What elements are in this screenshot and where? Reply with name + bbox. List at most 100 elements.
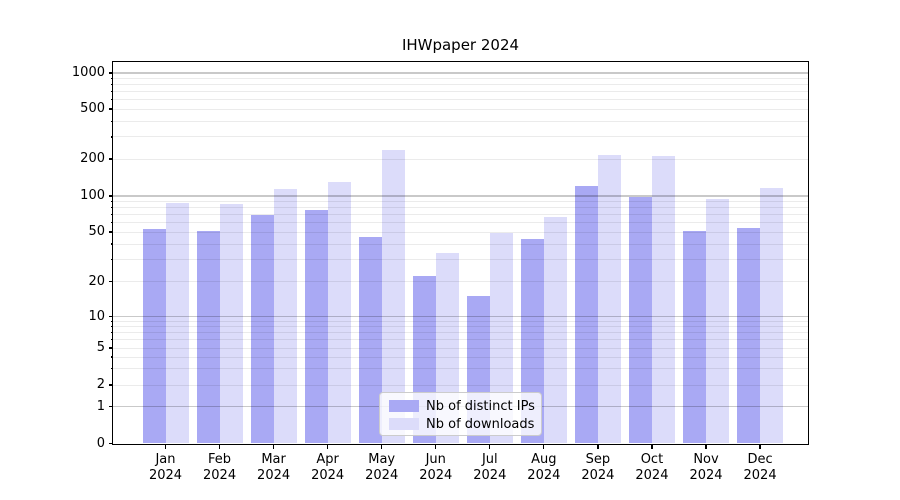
legend: Nb of distinct IPs Nb of downloads <box>379 392 542 436</box>
bar-nb-of-distinct-ips-sep <box>574 186 598 444</box>
y-gridline-minor <box>113 158 808 160</box>
y-tick-mark-minor <box>110 325 113 328</box>
bar-nb-of-downloads-jan <box>165 203 189 444</box>
x-tick-mark-aug <box>543 444 545 449</box>
legend-item-distinct-ips: Nb of distinct IPs <box>389 397 541 415</box>
y-tick-mark <box>108 442 113 445</box>
y-gridline-minor <box>113 214 808 216</box>
y-tick-label-0: 0 <box>96 435 105 451</box>
x-tick-label-aug: Aug 2024 <box>527 452 561 483</box>
y-tick-mark-minor <box>110 367 113 370</box>
y-tick-label-500: 500 <box>80 101 105 116</box>
y-tick-mark <box>108 108 113 110</box>
x-tick-label-sep: Sep 2024 <box>581 452 615 483</box>
y-tick-mark <box>108 384 113 386</box>
bar-nb-of-downloads-mar <box>273 189 297 444</box>
x-tick-mark-feb <box>218 444 221 449</box>
bar-nb-of-distinct-ips-dec <box>737 228 761 444</box>
legend-swatch-downloads-icon <box>389 417 419 431</box>
chart-title: IHWpaper 2024 <box>401 36 520 54</box>
y-tick-label-200: 200 <box>80 151 105 166</box>
x-tick-mark-nov <box>705 444 707 449</box>
y-tick-label-100: 100 <box>80 188 105 203</box>
bar-nb-of-downloads-aug <box>543 216 567 444</box>
y-tick-label-10: 10 <box>88 308 105 324</box>
y-tick-mark <box>108 315 113 318</box>
bar-nb-of-downloads-nov <box>706 199 729 444</box>
bar-nb-of-downloads-jul <box>489 233 513 444</box>
x-tick-label-jan: Jan 2024 <box>148 452 183 483</box>
y-tick-mark-minor <box>110 98 113 101</box>
x-tick-label-jul: Jul 2024 <box>473 452 507 483</box>
y-gridline-major <box>113 72 808 74</box>
bar-nb-of-downloads-apr <box>327 181 351 444</box>
y-gridline-minor <box>113 200 808 202</box>
y-tick-mark-minor <box>110 90 113 93</box>
x-tick-mark-jul <box>489 444 491 449</box>
x-tick-label-jun: Jun 2024 <box>419 452 453 483</box>
y-gridline-minor <box>113 136 808 138</box>
legend-label-downloads: Nb of downloads <box>426 416 535 432</box>
y-tick-mark-minor <box>110 213 113 216</box>
y-tick-mark <box>108 347 113 349</box>
y-tick-mark <box>108 280 113 283</box>
x-tick-label-apr: Apr 2024 <box>311 452 345 483</box>
x-tick-mark-may <box>381 444 383 449</box>
y-gridline-minor <box>113 120 808 122</box>
bar-nb-of-downloads-dec <box>760 188 784 444</box>
y-gridline-minor <box>113 108 808 110</box>
bar-nb-of-downloads-may <box>381 150 405 444</box>
y-tick-label-20: 20 <box>88 273 105 289</box>
y-tick-mark-minor <box>110 356 113 358</box>
x-tick-mark-oct <box>651 444 653 449</box>
bar-nb-of-distinct-ips-may <box>358 236 382 444</box>
bar-nb-of-distinct-ips-apr <box>304 210 328 444</box>
y-tick-mark <box>108 158 113 160</box>
legend-item-downloads: Nb of downloads <box>389 415 541 433</box>
y-tick-mark-minor <box>110 320 113 322</box>
y-tick-label-2: 2 <box>96 377 105 392</box>
bar-nb-of-downloads-feb <box>219 203 243 444</box>
x-tick-mark-jun <box>435 444 437 449</box>
y-tick-mark-minor <box>110 339 113 341</box>
bar-nb-of-distinct-ips-oct <box>628 196 652 444</box>
y-tick-mark-minor <box>110 120 113 122</box>
x-tick-mark-mar <box>272 444 275 449</box>
legend-swatch-distinct-ips-icon <box>389 399 419 413</box>
x-tick-label-dec: Dec 2024 <box>743 452 777 483</box>
x-tick-label-oct: Oct 2024 <box>635 452 669 483</box>
bar-nb-of-distinct-ips-feb <box>196 230 220 444</box>
y-tick-label-50: 50 <box>88 224 105 239</box>
y-tick-mark-minor <box>110 200 113 203</box>
y-gridline-minor <box>113 99 808 101</box>
y-tick-mark <box>108 405 113 408</box>
y-gridline-minor <box>113 222 808 224</box>
y-tick-label-1: 1 <box>96 398 105 414</box>
y-tick-mark-minor <box>110 206 113 209</box>
y-tick-mark <box>108 231 113 233</box>
y-tick-mark-minor <box>110 221 113 224</box>
bar-nb-of-distinct-ips-mar <box>250 214 274 444</box>
x-tick-mark-dec <box>759 444 761 449</box>
x-tick-mark-apr <box>327 444 329 449</box>
bar-nb-of-distinct-ips-jan <box>142 228 166 444</box>
x-tick-label-feb: Feb 2024 <box>203 452 237 483</box>
y-gridline-minor <box>113 91 808 93</box>
x-tick-label-mar: Mar 2024 <box>257 452 291 483</box>
x-tick-label-may: May 2024 <box>365 452 399 483</box>
y-tick-mark-minor <box>110 83 113 86</box>
bar-nb-of-downloads-oct <box>651 156 675 444</box>
x-tick-mark-sep <box>597 444 599 449</box>
y-tick-mark-minor <box>110 243 113 245</box>
x-tick-label-nov: Nov 2024 <box>689 452 723 483</box>
y-tick-mark <box>108 72 113 74</box>
y-gridline-minor <box>113 84 808 86</box>
y-gridline-major <box>113 195 808 197</box>
y-tick-mark-minor <box>110 136 113 138</box>
y-tick-label-5: 5 <box>96 340 105 355</box>
y-tick-mark-minor <box>110 258 113 261</box>
y-tick-label-1000: 1000 <box>71 65 105 80</box>
y-tick-mark-minor <box>110 332 113 334</box>
x-tick-mark-jan <box>164 444 167 449</box>
